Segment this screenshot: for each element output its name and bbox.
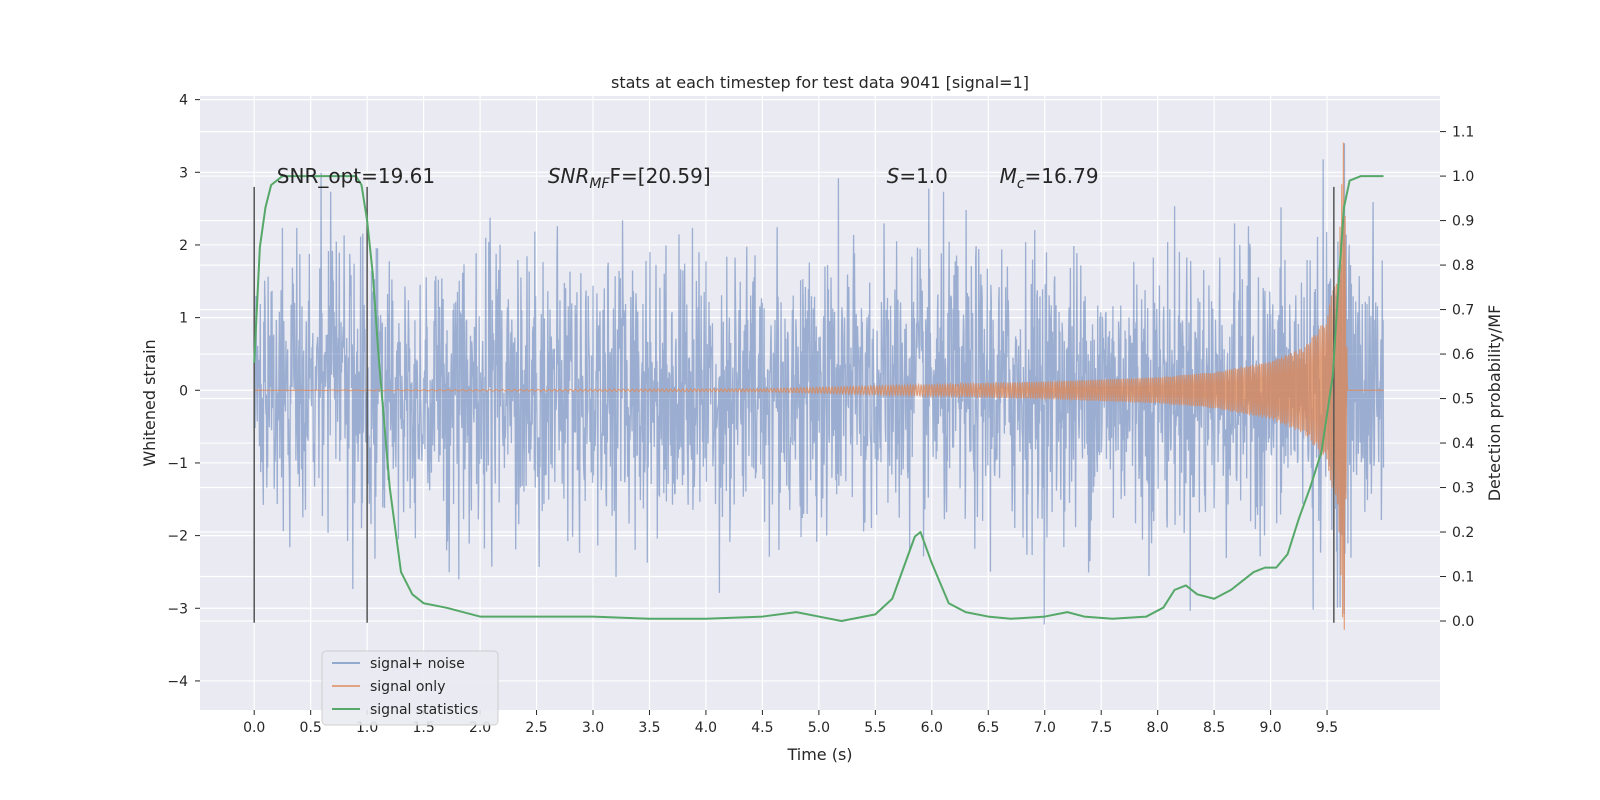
y-tick-label-8: −4 [167, 674, 188, 690]
yr-tick-label-9: 0.2 [1452, 525, 1474, 541]
x-tick-label-19: 9.5 [1316, 720, 1338, 736]
annotation-0: SNR_opt=19.61 [277, 164, 435, 188]
x-axis-label: Time (s) [786, 745, 852, 764]
y-tick-label-7: −3 [167, 601, 188, 617]
chart-title: stats at each timestep for test data 904… [611, 73, 1029, 92]
x-tick-label-1: 0.5 [300, 720, 322, 736]
yr-tick-label-7: 0.4 [1452, 436, 1474, 452]
yr-tick-label-4: 0.7 [1452, 303, 1474, 319]
x-tick-label-10: 5.0 [808, 720, 830, 736]
y-axis-left-label: Whitened strain [140, 339, 159, 466]
x-tick-label-8: 4.0 [695, 720, 717, 736]
yr-tick-label-11: 0.0 [1452, 614, 1474, 630]
series-signal-noise [253, 143, 1385, 625]
legend-label-signal-statistics: signal statistics [370, 702, 478, 718]
x-tick-label-6: 3.0 [582, 720, 604, 736]
y-tick-label-4: 0 [179, 383, 188, 399]
y-tick-label-5: −1 [167, 456, 188, 472]
annotation-3: Mc=16.79 [1000, 164, 1099, 192]
annotations: SNR_opt=19.61 SNRMFF=[20.59] S=1.0 Mc=16.79 [277, 164, 1099, 192]
signal-noise-line [253, 143, 1385, 625]
y-tick-label-6: −2 [167, 529, 188, 545]
legend-label-signal-only: signal only [370, 679, 445, 695]
annotation-2: S=1.0 [887, 164, 948, 188]
yr-tick-label-1: 1.0 [1452, 169, 1474, 185]
x-tick-label-17: 8.5 [1203, 720, 1225, 736]
y-axis-right-label: Detection probability/MF [1485, 305, 1504, 502]
yr-tick-label-8: 0.3 [1452, 481, 1474, 497]
y-axis-left: 4 3 2 1 0 −1 −2 −3 −4 [167, 93, 200, 690]
legend-box [321, 650, 499, 726]
x-tick-label-16: 8.0 [1147, 720, 1169, 736]
y-tick-label-2: 2 [179, 238, 188, 254]
yr-tick-label-2: 0.9 [1452, 214, 1474, 230]
yr-tick-label-3: 0.8 [1452, 258, 1474, 274]
x-tick-label-18: 9.0 [1259, 720, 1281, 736]
vertical-markers [253, 186, 1335, 623]
y-axis-right: 1.1 1.0 0.9 0.8 0.7 0.6 0.5 0.4 0.3 0.2 0.1 0.0 [1440, 125, 1474, 630]
y-tick-label-0: 4 [179, 93, 188, 109]
series-signal-statistics [253, 175, 1384, 623]
x-tick-label-13: 6.5 [977, 720, 999, 736]
series-signal-only [254, 142, 1384, 630]
x-tick-label-9: 4.5 [751, 720, 773, 736]
x-tick-label-14: 7.0 [1034, 720, 1056, 736]
yr-tick-label-6: 0.5 [1452, 392, 1474, 408]
annotation-1: SNRMFF=[20.59] [548, 164, 711, 192]
signal-statistics-line [253, 175, 1384, 623]
legend: signal+ noise signal only signal statist… [321, 650, 499, 726]
x-tick-label-11: 5.5 [864, 720, 886, 736]
x-tick-label-0: 0.0 [243, 720, 265, 736]
legend-label-signal-noise: signal+ noise [370, 656, 465, 672]
y-tick-label-3: 1 [179, 311, 188, 327]
x-tick-label-7: 3.5 [638, 720, 660, 736]
x-tick-label-5: 2.5 [525, 720, 547, 736]
signal-only-line [254, 142, 1384, 630]
yr-tick-label-0: 1.1 [1452, 125, 1474, 141]
x-tick-label-12: 6.0 [921, 720, 943, 736]
yr-tick-label-5: 0.6 [1452, 347, 1474, 363]
y-tick-label-1: 3 [179, 165, 188, 181]
x-tick-label-15: 7.5 [1090, 720, 1112, 736]
yr-tick-label-10: 0.1 [1452, 570, 1474, 586]
